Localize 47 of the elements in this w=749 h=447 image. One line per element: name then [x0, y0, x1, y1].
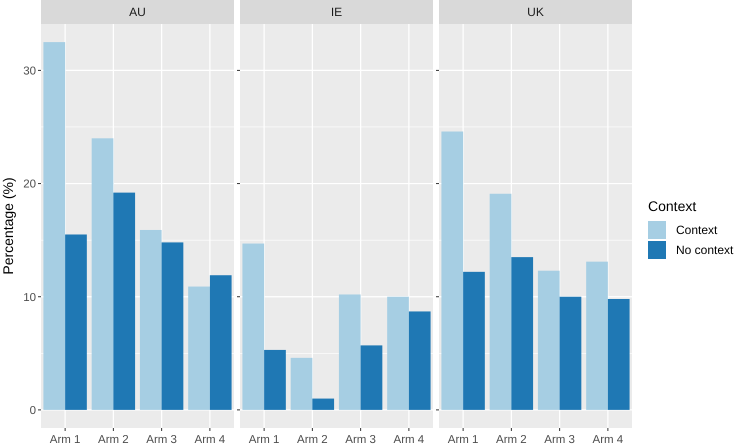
x-tick-label: Arm 3 [146, 434, 177, 446]
bar [92, 138, 114, 410]
chart-title: UK [527, 5, 544, 20]
bar [463, 272, 485, 410]
bar [43, 42, 66, 410]
x-tick-label: Arm 4 [394, 434, 425, 446]
x-tick-label: Arm 2 [98, 434, 129, 446]
bar [441, 132, 464, 410]
bar [290, 358, 312, 410]
legend-title: Context [648, 198, 696, 214]
bar [210, 275, 232, 410]
bar [113, 192, 136, 410]
x-tick-label: Arm 3 [544, 434, 575, 446]
bar [490, 194, 512, 410]
bar [242, 244, 264, 410]
y-tick-label: 10 [23, 292, 36, 304]
bar [162, 242, 184, 410]
y-tick-label: 20 [23, 178, 36, 191]
bar [560, 296, 582, 410]
legend-label: No context [676, 243, 734, 258]
chart-title: AU [129, 5, 146, 20]
x-tick-label: Arm 1 [50, 434, 80, 446]
bar [538, 270, 560, 410]
legend-label: Context [676, 223, 718, 238]
bar [387, 296, 409, 410]
bar [586, 262, 608, 410]
bar [408, 311, 431, 410]
y-tick-label: 0 [30, 404, 36, 417]
y-axis-title: Percentage (%) [0, 177, 16, 275]
bar [65, 234, 87, 410]
bar [264, 350, 286, 410]
bar [608, 298, 630, 410]
bar [188, 286, 210, 410]
bar [511, 257, 534, 410]
bar [360, 345, 382, 410]
x-tick-label: Arm 4 [194, 434, 226, 446]
chart-title: IE [330, 5, 342, 20]
x-tick-label: Arm 2 [297, 434, 328, 446]
x-tick-label: Arm 3 [345, 434, 376, 446]
x-tick-label: Arm 1 [248, 434, 280, 446]
bar [140, 230, 162, 410]
bar [338, 294, 361, 410]
bar [312, 398, 334, 410]
x-tick-label: Arm 4 [592, 434, 624, 446]
y-tick-label: 30 [23, 65, 36, 78]
x-tick-label: Arm 2 [496, 434, 527, 446]
x-tick-label: Arm 1 [448, 434, 478, 446]
